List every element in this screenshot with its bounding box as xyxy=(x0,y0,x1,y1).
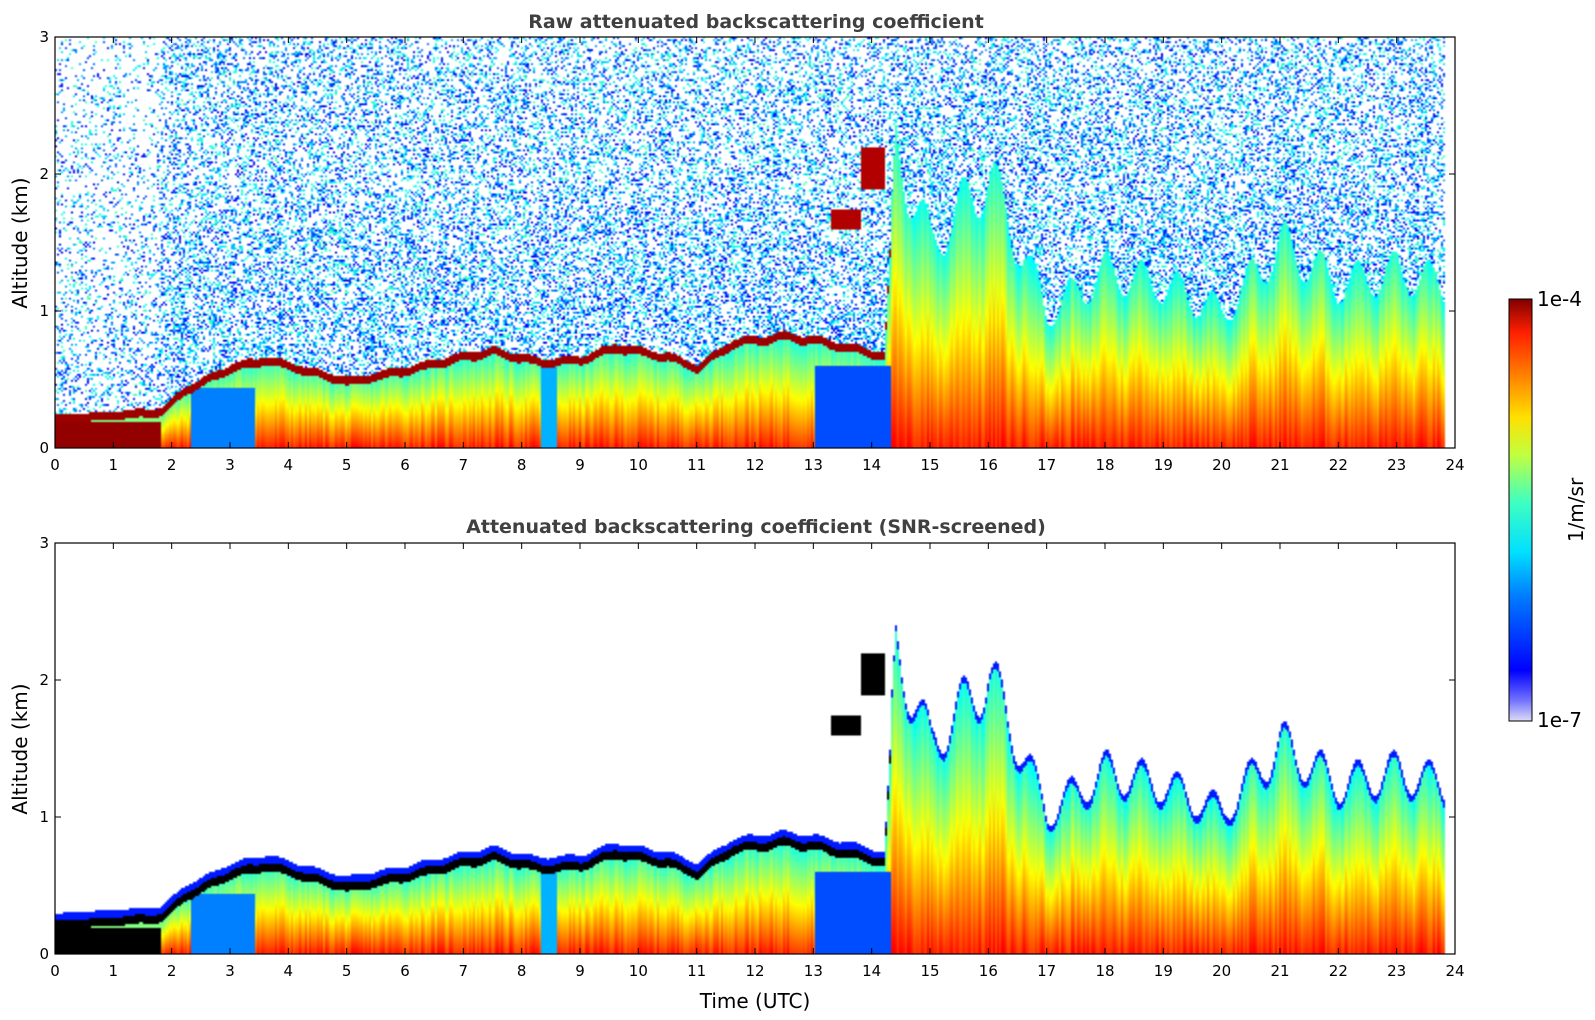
y-axis-ticks: 0 1 2 3 xyxy=(39,534,1455,963)
y-tick-label: 2 xyxy=(39,165,49,183)
x-tick-label: 5 xyxy=(342,962,352,980)
y-tick-label: 0 xyxy=(39,945,49,963)
y-axis-label: Altitude (km) xyxy=(8,683,32,814)
x-tick-label: 21 xyxy=(1270,962,1289,980)
x-tick-label: 1 xyxy=(109,962,119,980)
x-tick-label: 2 xyxy=(167,456,177,474)
x-tick-label: 14 xyxy=(862,456,881,474)
x-tick-label: 11 xyxy=(687,456,706,474)
panel-title: Raw attenuated backscattering coefficien… xyxy=(528,11,984,33)
x-tick-label: 13 xyxy=(804,962,823,980)
x-tick-label: 15 xyxy=(920,962,939,980)
x-tick-label: 3 xyxy=(225,456,235,474)
x-tick-label: 16 xyxy=(979,962,998,980)
x-tick-label: 7 xyxy=(459,456,469,474)
x-tick-label: 22 xyxy=(1329,962,1348,980)
x-tick-label: 6 xyxy=(400,456,410,474)
x-tick-label: 2 xyxy=(167,962,177,980)
x-tick-label: 23 xyxy=(1387,456,1406,474)
x-tick-label: 9 xyxy=(575,456,585,474)
x-tick-label: 15 xyxy=(920,456,939,474)
x-tick-label: 9 xyxy=(575,962,585,980)
x-tick-label: 24 xyxy=(1445,456,1464,474)
colorbar-unit-label: 1/m/sr xyxy=(1564,477,1588,542)
screened-backscatter-heatmap xyxy=(55,543,1455,954)
x-tick-label: 17 xyxy=(1037,962,1056,980)
x-tick-label: 13 xyxy=(804,456,823,474)
x-tick-label: 20 xyxy=(1212,962,1231,980)
x-axis-label: Time (UTC) xyxy=(699,989,811,1013)
x-tick-label: 17 xyxy=(1037,456,1056,474)
x-tick-label: 8 xyxy=(517,456,527,474)
x-tick-label: 8 xyxy=(517,962,527,980)
y-tick-label: 3 xyxy=(39,28,49,46)
x-tick-label: 12 xyxy=(745,962,764,980)
raw-backscatter-panel: Raw attenuated backscattering coefficien… xyxy=(8,11,1465,474)
colorbar-max-label: 1e-4 xyxy=(1537,287,1582,311)
x-tick-label: 19 xyxy=(1154,456,1173,474)
raw-backscatter-heatmap xyxy=(55,37,1455,448)
x-tick-label: 4 xyxy=(284,456,294,474)
x-tick-label: 10 xyxy=(629,456,648,474)
x-tick-label: 18 xyxy=(1095,456,1114,474)
x-tick-label: 1 xyxy=(109,456,119,474)
x-tick-label: 11 xyxy=(687,962,706,980)
colorbar: 1e-4 1e-7 1/m/sr xyxy=(1508,287,1588,732)
y-tick-label: 1 xyxy=(39,808,49,826)
x-tick-label: 3 xyxy=(225,962,235,980)
x-tick-label: 21 xyxy=(1270,456,1289,474)
y-tick-label: 1 xyxy=(39,302,49,320)
y-tick-label: 0 xyxy=(39,439,49,457)
x-tick-label: 20 xyxy=(1212,456,1231,474)
x-axis-ticks: 0 1 2 3 4 5 6 7 8 9 10 11 12 13 14 15 16 17 18 19 20 21 22 23 24 xyxy=(50,37,1465,474)
x-tick-label: 19 xyxy=(1154,962,1173,980)
x-tick-label: 22 xyxy=(1329,456,1348,474)
x-tick-label: 16 xyxy=(979,456,998,474)
x-tick-label: 14 xyxy=(862,962,881,980)
x-tick-label: 24 xyxy=(1445,962,1464,980)
y-tick-label: 2 xyxy=(39,671,49,689)
x-tick-label: 6 xyxy=(400,962,410,980)
x-tick-label: 0 xyxy=(50,456,60,474)
x-tick-label: 18 xyxy=(1095,962,1114,980)
colorbar-gradient xyxy=(1508,298,1533,722)
x-tick-label: 4 xyxy=(284,962,294,980)
x-tick-label: 5 xyxy=(342,456,352,474)
x-tick-label: 7 xyxy=(459,962,469,980)
x-tick-label: 12 xyxy=(745,456,764,474)
y-tick-label: 3 xyxy=(39,534,49,552)
x-tick-label: 23 xyxy=(1387,962,1406,980)
x-axis-ticks: 0 1 2 3 4 5 6 7 8 9 10 11 12 13 14 15 16 17 18 19 20 21 22 23 24 xyxy=(50,543,1465,980)
x-tick-label: 10 xyxy=(629,962,648,980)
snr-screened-panel: Attenuated backscattering coefficient (S… xyxy=(8,516,1465,1013)
panel-title: Attenuated backscattering coefficient (S… xyxy=(466,516,1046,538)
y-axis-label: Altitude (km) xyxy=(8,177,32,308)
x-tick-label: 0 xyxy=(50,962,60,980)
colorbar-min-label: 1e-7 xyxy=(1537,708,1582,732)
y-axis-ticks: 0 1 2 3 xyxy=(39,28,1455,457)
